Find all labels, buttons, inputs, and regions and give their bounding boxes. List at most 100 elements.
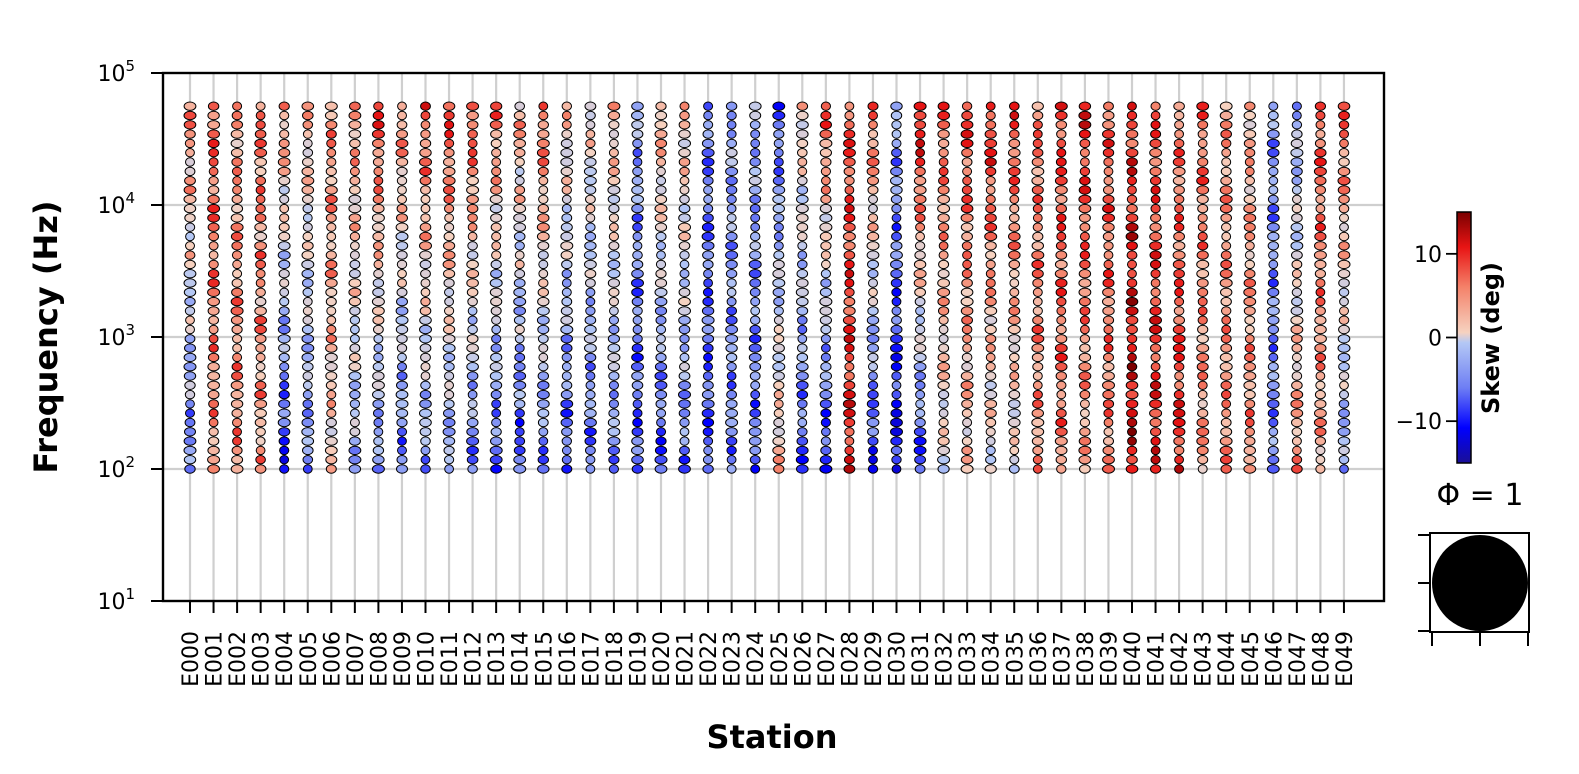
phase-tensor-ellipse bbox=[230, 464, 244, 474]
phase-tensor-ellipse bbox=[183, 120, 197, 130]
phase-tensor-ellipse bbox=[1266, 296, 1280, 307]
phase-tensor-ellipse bbox=[938, 148, 949, 158]
phase-tensor-ellipse bbox=[820, 241, 832, 251]
phase-tensor-ellipse bbox=[632, 417, 643, 428]
phase-tensor-ellipse bbox=[207, 436, 220, 446]
phase-tensor-ellipse bbox=[1266, 213, 1280, 223]
phase-tensor-ellipse bbox=[443, 408, 456, 418]
station-tick-label: E035 bbox=[1003, 631, 1028, 687]
phase-tensor-ellipse bbox=[607, 436, 621, 446]
phase-tensor-ellipse bbox=[1314, 352, 1327, 363]
phase-tensor-ellipse bbox=[279, 464, 290, 474]
phase-tensor-ellipse bbox=[654, 110, 668, 121]
phase-tensor-ellipse bbox=[609, 222, 619, 232]
phase-tensor-ellipse bbox=[230, 231, 244, 242]
phase-tensor-ellipse bbox=[1314, 315, 1327, 325]
phase-tensor-ellipse bbox=[1173, 445, 1185, 456]
phase-tensor-ellipse bbox=[961, 408, 973, 418]
phase-tensor-ellipse bbox=[184, 138, 196, 149]
phase-tensor-ellipse bbox=[1339, 138, 1349, 149]
phase-tensor-ellipse bbox=[631, 287, 644, 297]
phase-tensor-ellipse bbox=[820, 445, 832, 456]
phase-tensor-ellipse bbox=[1197, 203, 1209, 214]
phase-tensor-ellipse bbox=[1290, 315, 1304, 325]
phase-tensor-ellipse bbox=[207, 380, 221, 390]
phase-tensor-ellipse bbox=[937, 380, 950, 390]
phase-tensor-ellipse bbox=[536, 399, 550, 409]
phase-tensor-ellipse bbox=[1219, 362, 1233, 372]
phase-tensor-ellipse bbox=[890, 278, 903, 288]
phase-tensor-ellipse bbox=[183, 445, 197, 456]
phase-tensor-ellipse bbox=[608, 203, 620, 214]
phase-tensor-ellipse bbox=[489, 455, 503, 465]
phase-tensor-ellipse bbox=[301, 176, 315, 186]
phase-tensor-ellipse bbox=[1339, 464, 1349, 474]
phase-tensor-ellipse bbox=[560, 231, 574, 242]
phase-tensor-ellipse bbox=[1315, 371, 1326, 381]
phase-tensor-ellipse bbox=[491, 324, 502, 335]
phase-tensor-ellipse bbox=[654, 371, 668, 381]
phase-tensor-ellipse bbox=[1009, 287, 1020, 297]
phase-tensor-ellipse bbox=[632, 334, 643, 344]
phase-tensor-ellipse bbox=[726, 380, 737, 390]
phase-tensor-ellipse bbox=[607, 101, 621, 111]
phase-tensor-ellipse bbox=[491, 417, 502, 428]
phase-tensor-ellipse bbox=[396, 417, 408, 428]
phase-tensor-ellipse bbox=[207, 445, 220, 456]
phase-tensor-ellipse bbox=[396, 371, 408, 381]
phase-tensor-ellipse bbox=[631, 380, 644, 390]
phase-tensor-ellipse bbox=[1291, 371, 1303, 381]
phase-tensor-ellipse bbox=[183, 278, 197, 288]
phase-tensor-ellipse bbox=[302, 380, 313, 390]
phase-tensor-ellipse bbox=[536, 306, 550, 316]
phase-tensor-ellipse bbox=[607, 176, 621, 186]
phase-tensor-ellipse bbox=[1079, 389, 1091, 400]
phase-tensor-ellipse bbox=[489, 120, 503, 130]
phase-tensor-ellipse bbox=[607, 166, 620, 177]
phase-tensor-ellipse bbox=[985, 194, 996, 205]
phase-tensor-ellipse bbox=[231, 362, 243, 372]
phase-tensor-ellipse bbox=[325, 427, 338, 437]
phase-tensor-ellipse bbox=[396, 343, 408, 353]
phase-tensor-ellipse bbox=[184, 306, 196, 316]
phase-tensor-ellipse bbox=[538, 278, 549, 288]
phase-tensor-ellipse bbox=[1079, 427, 1091, 437]
phase-tensor-ellipse bbox=[419, 259, 432, 270]
station-tick-label: E028 bbox=[838, 631, 863, 687]
phase-tensor-ellipse bbox=[726, 203, 737, 214]
phase-tensor-ellipse bbox=[656, 334, 666, 344]
phase-tensor-ellipse bbox=[279, 203, 290, 214]
phase-tensor-ellipse bbox=[560, 250, 573, 260]
phase-tensor-ellipse bbox=[396, 120, 408, 130]
phase-tensor-ellipse bbox=[913, 427, 927, 437]
phase-tensor-ellipse bbox=[324, 185, 338, 195]
phase-tensor-ellipse bbox=[797, 241, 808, 251]
phase-tensor-ellipse bbox=[1009, 194, 1020, 205]
phase-tensor-ellipse bbox=[913, 269, 927, 279]
phase-tensor-ellipse bbox=[397, 362, 407, 372]
phase-tensor-ellipse bbox=[1196, 417, 1209, 428]
phase-tensor-ellipse bbox=[655, 241, 667, 251]
phase-tensor-ellipse bbox=[349, 176, 361, 186]
phase-tensor-ellipse bbox=[748, 417, 762, 428]
phase-tensor-ellipse bbox=[866, 334, 880, 344]
phase-tensor-ellipse bbox=[796, 194, 809, 205]
phase-tensor-ellipse bbox=[913, 436, 927, 446]
phase-tensor-ellipse bbox=[326, 315, 337, 325]
phase-tensor-ellipse bbox=[608, 148, 619, 158]
phase-tensor-ellipse bbox=[914, 213, 926, 223]
phase-tensor-ellipse bbox=[1314, 241, 1327, 251]
phase-tensor-ellipse bbox=[891, 399, 902, 409]
phase-tensor-ellipse bbox=[1078, 296, 1091, 307]
phase-tensor-ellipse bbox=[985, 455, 997, 465]
phase-tensor-ellipse bbox=[232, 259, 243, 270]
phase-tensor-ellipse bbox=[254, 296, 267, 307]
phase-tensor-ellipse bbox=[1149, 157, 1163, 167]
phase-tensor-ellipse bbox=[1174, 464, 1185, 474]
phase-tensor-ellipse bbox=[891, 464, 902, 474]
phase-tensor-ellipse bbox=[279, 445, 290, 456]
phase-tensor-ellipse bbox=[490, 389, 502, 400]
phase-tensor-ellipse bbox=[1149, 306, 1162, 316]
phase-tensor-ellipse bbox=[844, 455, 855, 465]
phase-tensor-ellipse bbox=[561, 343, 573, 353]
